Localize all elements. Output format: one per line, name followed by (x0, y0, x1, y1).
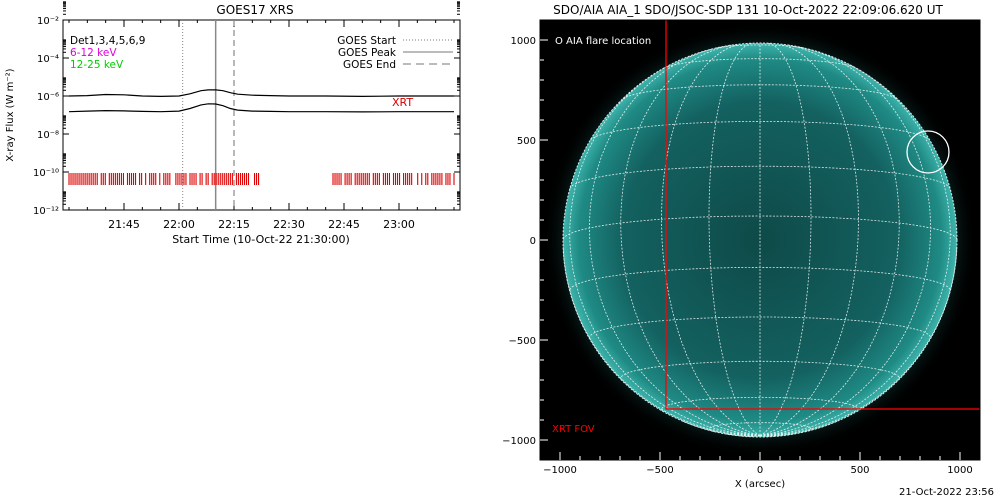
grid-longitude-line (759, 44, 900, 436)
grid-latitude-line (589, 316, 931, 339)
goes-x-axis-label: Start Time (10-Oct-22 21:30:00) (172, 233, 350, 246)
goes-y-axis-label: X-ray Flux (W m⁻²) (5, 68, 16, 161)
solar-disk (563, 43, 957, 437)
grid-longitude-line (759, 64, 951, 436)
y-tick-label: 10⁻¹² (33, 206, 59, 217)
heliographic-grid (562, 42, 958, 438)
y-tick-label: 10⁻⁶ (37, 92, 59, 103)
aia-chart-title: SDO/AIA AIA_1 SDO/JSOC-SDP 131 10-Oct-20… (553, 3, 943, 17)
grid-longitude-line (724, 433, 761, 437)
aia-x-axis-label: X (arcsec) (735, 479, 785, 490)
xrt-coverage-bars (68, 173, 455, 185)
aia-x-tick-label: 1000 (947, 465, 972, 476)
event-legend-entry: GOES Start (337, 35, 396, 47)
flare-location-marker (906, 130, 950, 174)
goes-chart-title: GOES17 XRS (216, 3, 293, 17)
event-legend-entry: GOES End (343, 59, 396, 71)
aia-x-tick-label: −500 (646, 465, 673, 476)
goes-y-axis: 10⁻¹² 10⁻¹⁰ 10⁻⁸ 10⁻⁶ 10⁻⁴ 10⁻² (33, 1, 460, 217)
aia-y-tick-label: −1000 (502, 436, 536, 447)
detector-legend-entry: Det1,3,4,5,6,9 (70, 35, 145, 47)
goes-series-line-2 (68, 103, 454, 113)
aia-y-tick-label: 1000 (511, 36, 536, 47)
grid-latitude-line (569, 165, 951, 189)
aia-x-tick-label: 0 (757, 465, 763, 476)
grid-longitude-line (759, 433, 796, 437)
goes-x-axis: 21:45 22:00 22:15 22:30 22:45 23:00 (68, 20, 455, 231)
grid-longitude-line (661, 44, 761, 436)
grid-longitude-line (620, 44, 761, 436)
x-tick-label: 22:45 (328, 218, 360, 231)
goes-plot-frame (62, 19, 461, 211)
grid-longitude-line (569, 64, 761, 436)
goes-flux-series (68, 89, 454, 113)
grid-longitude-line (759, 42, 812, 436)
aia-x-tick-label: −1000 (543, 465, 577, 476)
y-tick-label: 10⁻¹⁰ (33, 168, 59, 179)
aia-y-tick-label: 0 (530, 236, 536, 247)
y-tick-label: 10⁻⁴ (37, 54, 59, 65)
xrt-label: XRT (392, 96, 413, 109)
grid-latitude-line (708, 422, 812, 432)
detector-legend-entry: 12-25 keV (70, 59, 124, 71)
grid-latitude-line (590, 120, 930, 141)
aia-x-tick-label: 500 (850, 465, 869, 476)
goes-series-line-1 (68, 89, 454, 98)
grid-limb (562, 42, 958, 438)
y-tick-label: 10⁻⁸ (37, 130, 59, 141)
grid-longitude-line (682, 420, 760, 436)
x-tick-label: 21:45 (108, 218, 140, 231)
detector-legend-entry: 6-12 keV (70, 47, 117, 59)
grid-longitude-line (589, 48, 761, 436)
x-tick-label: 23:00 (383, 218, 415, 231)
footer-timestamp: 21-Oct-2022 23:56 (899, 487, 994, 498)
aia-solar-image-chart: SDO/AIA AIA_1 SDO/JSOC-SDP 131 10-Oct-20… (502, 3, 981, 490)
aia-y-tick-label: 500 (517, 136, 536, 147)
grid-longitude-line (759, 246, 958, 436)
grid-longitude-line (708, 42, 761, 436)
grid-latitude-line (562, 215, 958, 240)
event-legend-entry: GOES Peak (338, 47, 397, 59)
x-tick-label: 22:15 (218, 218, 250, 231)
flare-location-label: O AIA flare location (555, 36, 651, 47)
aia-axes: −1000 −500 0 500 1000 1000 500 0 −500 −1000 (502, 36, 973, 476)
aia-y-tick-label: −500 (509, 336, 536, 347)
y-tick-label: 10⁻² (37, 16, 59, 27)
grid-latitude-line (661, 396, 859, 412)
grid-latitude-line (664, 58, 856, 69)
xrt-fov-rectangle (665, 20, 980, 410)
grid-longitude-line (760, 420, 838, 436)
grid-longitude-line (759, 44, 859, 436)
x-tick-label: 22:30 (273, 218, 305, 231)
x-tick-label: 22:00 (163, 218, 195, 231)
grid-longitude-line (759, 435, 764, 438)
grid-longitude-line (759, 48, 931, 436)
grid-longitude-line (562, 246, 761, 436)
xrt-fov-label: XRT FOV (552, 424, 595, 435)
goes-xrs-chart: GOES17 XRS 10⁻¹² 10⁻¹⁰ 10⁻⁸ 10⁻⁶ 10⁻⁴ 10⁻² 21… (5, 1, 461, 246)
